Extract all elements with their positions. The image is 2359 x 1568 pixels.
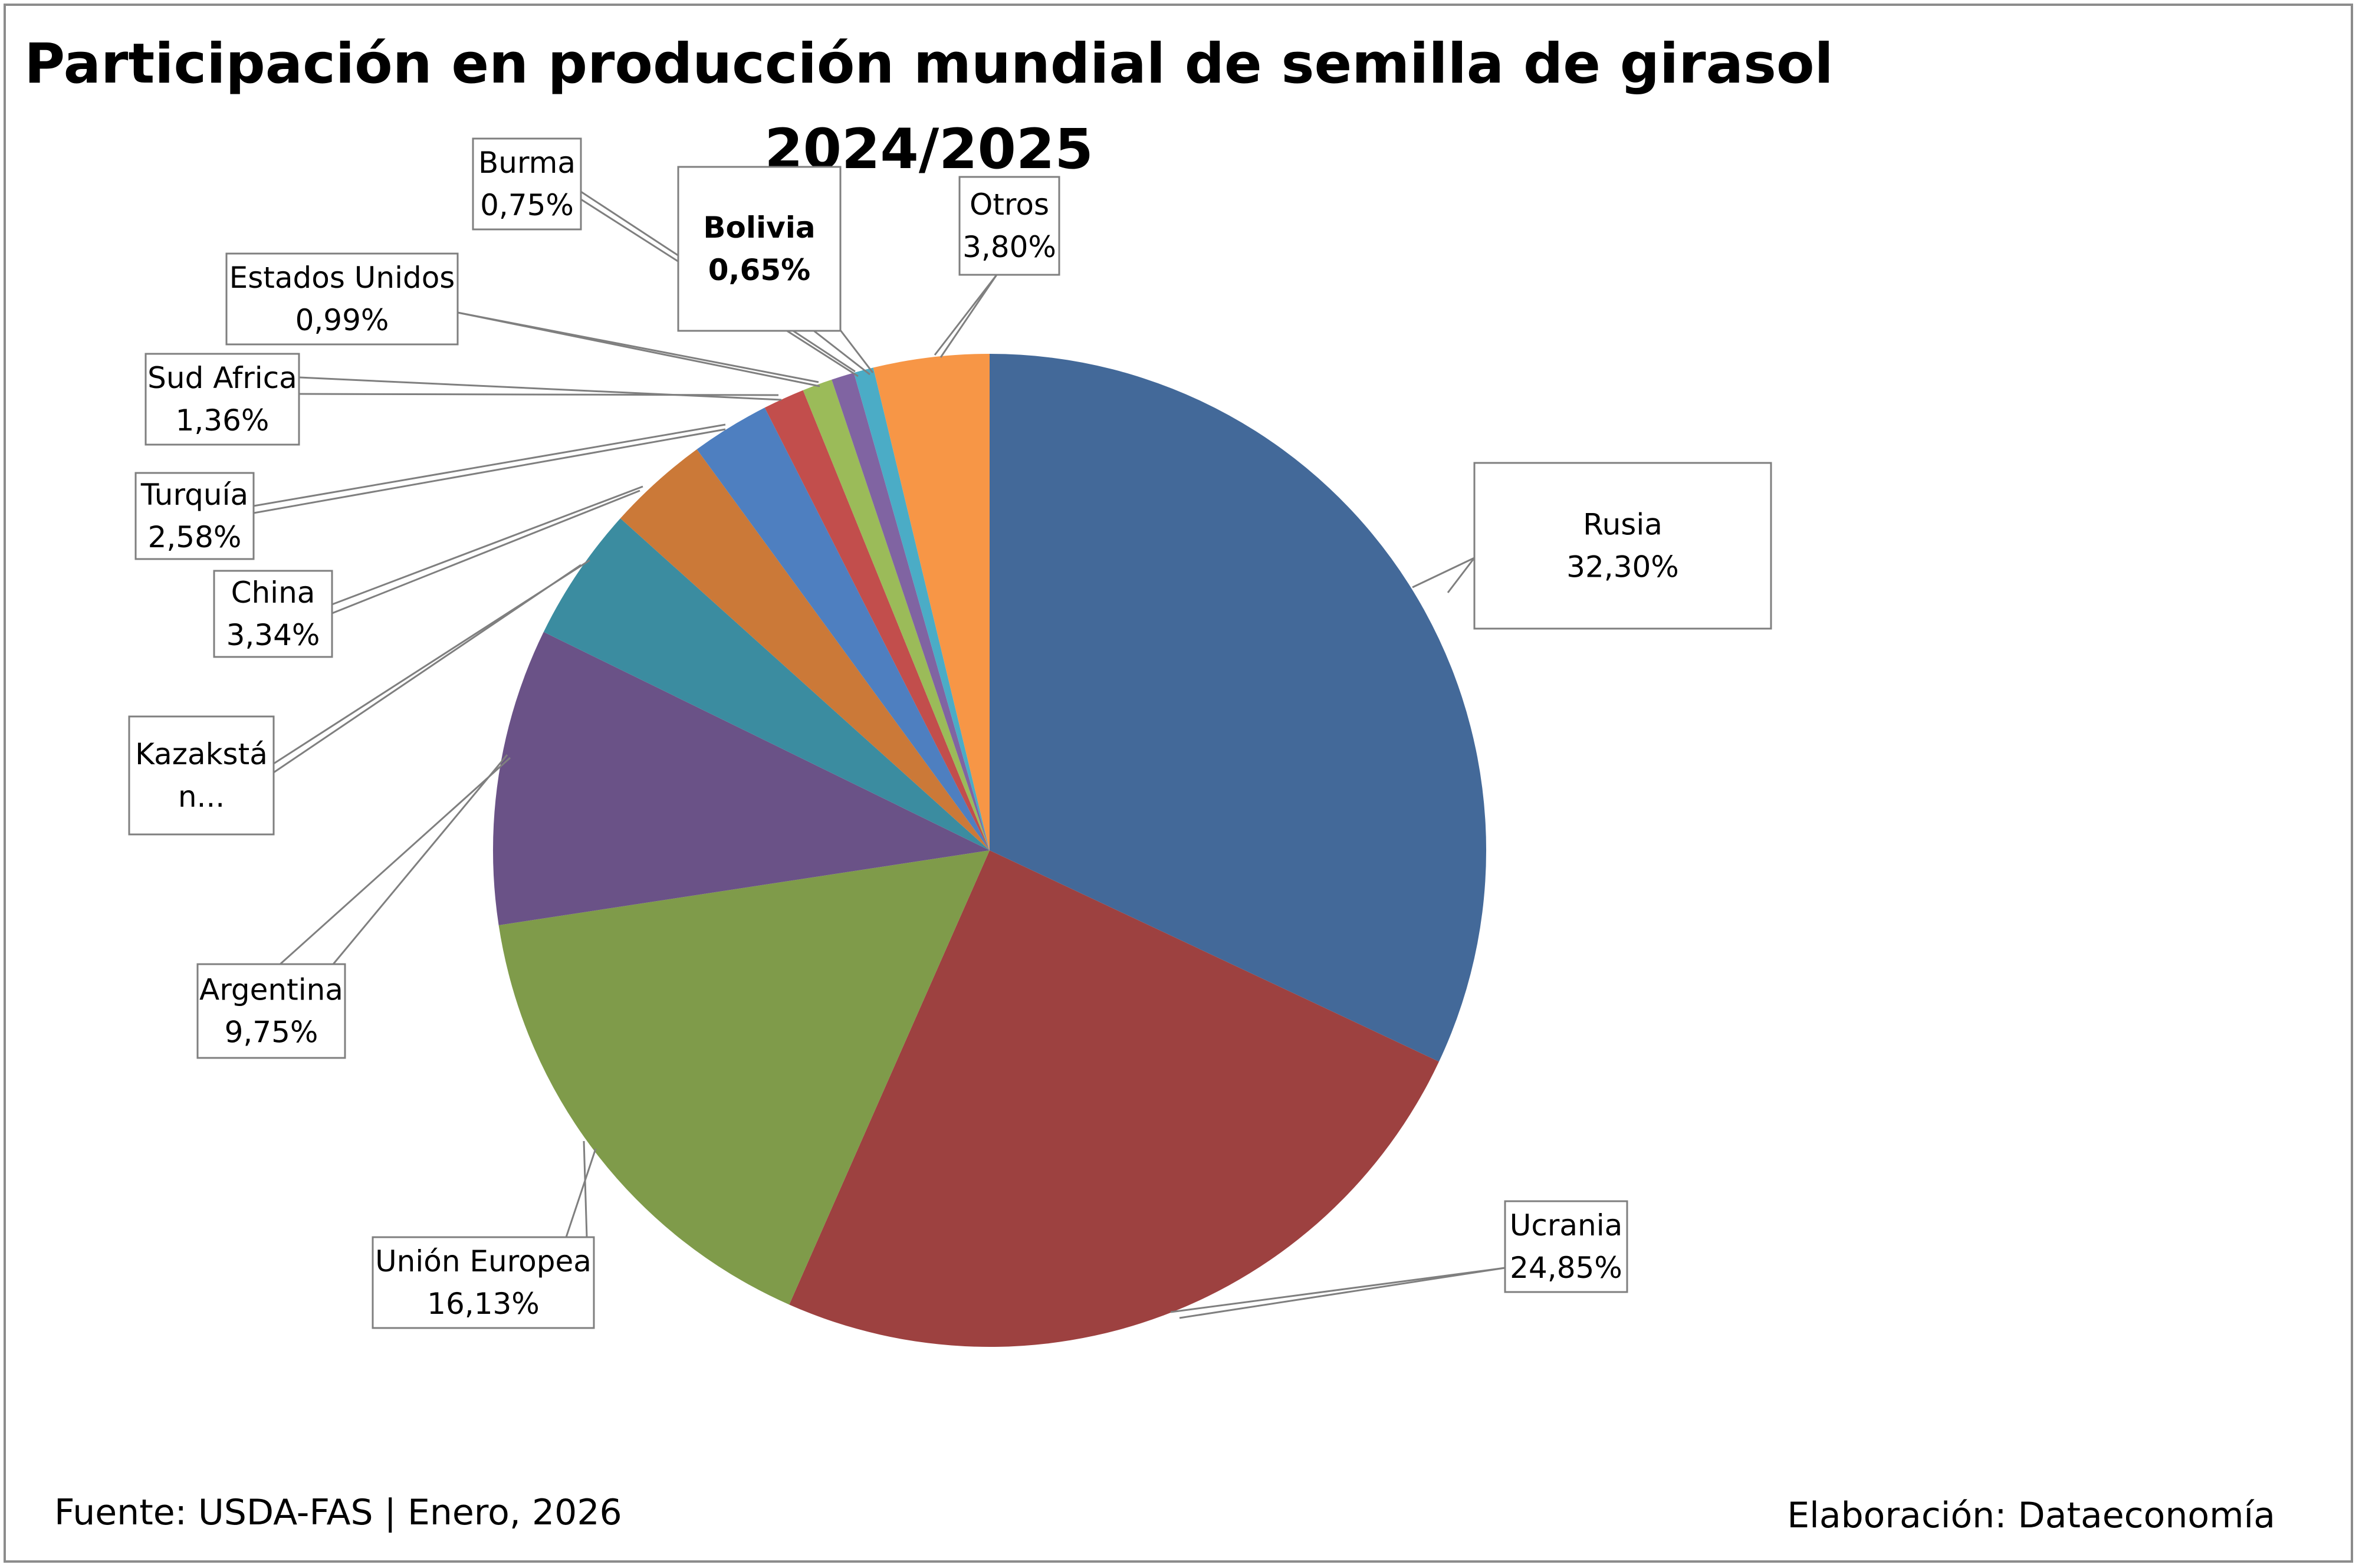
leader-line	[1412, 557, 1475, 589]
data-label-value: 9,75%	[225, 1015, 318, 1050]
pie-slice-ucrania[interactable]	[789, 850, 1439, 1347]
data-label-11: Otros 3,80%	[958, 176, 1060, 276]
data-label-value: 0,75%	[480, 188, 574, 222]
data-labels: Rusia 32,30% Ucrania 24,85% Unión Europea 16,…	[128, 137, 1772, 1329]
pie-slice-china[interactable]	[620, 449, 990, 850]
data-label-name: Rusia	[1583, 508, 1663, 542]
data-label-box	[958, 176, 1060, 276]
pie-slice-argentina[interactable]	[492, 632, 990, 925]
data-label-name: Otros	[970, 188, 1049, 222]
data-label-4: Kazakstá n...	[128, 715, 275, 836]
data-label-box	[372, 1236, 595, 1329]
data-label-2: Unión Europea 16,13%	[372, 1236, 595, 1329]
leader-line	[939, 274, 998, 358]
data-label-box	[225, 252, 459, 346]
data-label-5: China 3,34%	[213, 570, 333, 658]
data-label-6: Turquía 2,58%	[134, 472, 255, 560]
pie-slice-bolivia[interactable]	[853, 367, 990, 850]
data-label-name: Unión Europea	[375, 1244, 592, 1278]
data-label-value: 16,13%	[427, 1287, 540, 1321]
chart-title: Participación en producción mundial de s…	[24, 32, 1834, 96]
pie-slices	[492, 353, 1487, 1347]
data-label-0: Rusia 32,30%	[1473, 462, 1772, 630]
leader-line	[331, 489, 640, 614]
data-label-value: 24,85%	[1510, 1251, 1622, 1285]
data-label-value: 0,65%	[708, 253, 810, 287]
data-label-name: Turquía	[140, 478, 248, 512]
leader-line	[253, 423, 726, 507]
data-label-box	[472, 137, 582, 231]
data-label-name: Ucrania	[1510, 1208, 1623, 1242]
data-label-box	[196, 963, 346, 1059]
leader-line	[331, 485, 643, 606]
leader-line	[813, 330, 870, 376]
leader-line	[839, 330, 874, 373]
data-label-name: Burma	[478, 146, 576, 180]
data-label-value: 3,34%	[226, 618, 320, 652]
data-label-value: 1,36%	[176, 403, 270, 438]
pie-slice-estados-unidos[interactable]	[803, 379, 990, 850]
leader-line	[279, 757, 511, 965]
pie-slice-sud-africa[interactable]	[764, 390, 990, 850]
data-label-box	[1473, 462, 1772, 630]
pie-slice-burma[interactable]	[832, 373, 990, 850]
data-label-name: n...	[178, 780, 225, 814]
pie-slice-unión-europea[interactable]	[498, 850, 990, 1305]
data-label-name: China	[231, 576, 316, 610]
data-label-name: Sud Africa	[147, 361, 297, 395]
leader-line	[298, 393, 779, 396]
data-label-box	[213, 570, 333, 658]
leader-line	[332, 754, 508, 965]
data-label-box	[128, 715, 275, 836]
data-label-1: Ucrania 24,85%	[1504, 1200, 1628, 1293]
leader-line	[1447, 557, 1476, 593]
source-note: Fuente: USDA-FAS | Enero, 2026	[54, 1492, 622, 1533]
pie-slice-kazakstá-n[interactable]	[543, 518, 990, 850]
data-label-box	[134, 472, 255, 560]
pie-slice-otros[interactable]	[873, 353, 990, 850]
data-label-10: Bolivia 0,65%	[677, 166, 842, 332]
leader-line	[298, 376, 782, 401]
data-label-box	[677, 166, 842, 332]
leader-line	[583, 1140, 588, 1238]
data-label-3: Argentina 9,75%	[196, 963, 346, 1059]
data-label-9: Burma 0,75%	[472, 137, 582, 231]
data-label-name: Argentina	[199, 973, 343, 1007]
leader-line	[273, 564, 581, 774]
data-label-name: Kazakstá	[135, 737, 268, 771]
pie-slice-rusia[interactable]	[990, 354, 1487, 1062]
leader-line	[253, 428, 726, 514]
data-label-7: Sud Africa 1,36%	[144, 353, 300, 446]
data-label-name: Bolivia	[703, 211, 815, 245]
data-label-box	[1504, 1200, 1628, 1293]
data-label-value: 3,80%	[962, 230, 1056, 264]
leader-line	[457, 311, 820, 387]
data-label-value: 32,30%	[1566, 550, 1679, 584]
data-label-8: Estados Unidos 0,99%	[225, 252, 459, 346]
data-label-value: 2,58%	[148, 520, 242, 554]
credit-note: Elaboración: Dataeconomía	[1787, 1495, 2275, 1536]
leader-lines	[253, 190, 1506, 1319]
data-label-value: 0,99%	[295, 303, 389, 337]
leader-line	[565, 1148, 597, 1238]
leader-line	[934, 274, 998, 356]
data-label-name: Estados Unidos	[229, 261, 455, 295]
data-label-box	[144, 353, 300, 446]
leader-line	[1179, 1267, 1506, 1319]
leader-line	[1170, 1267, 1506, 1313]
pie-slice-turquía[interactable]	[696, 407, 990, 850]
